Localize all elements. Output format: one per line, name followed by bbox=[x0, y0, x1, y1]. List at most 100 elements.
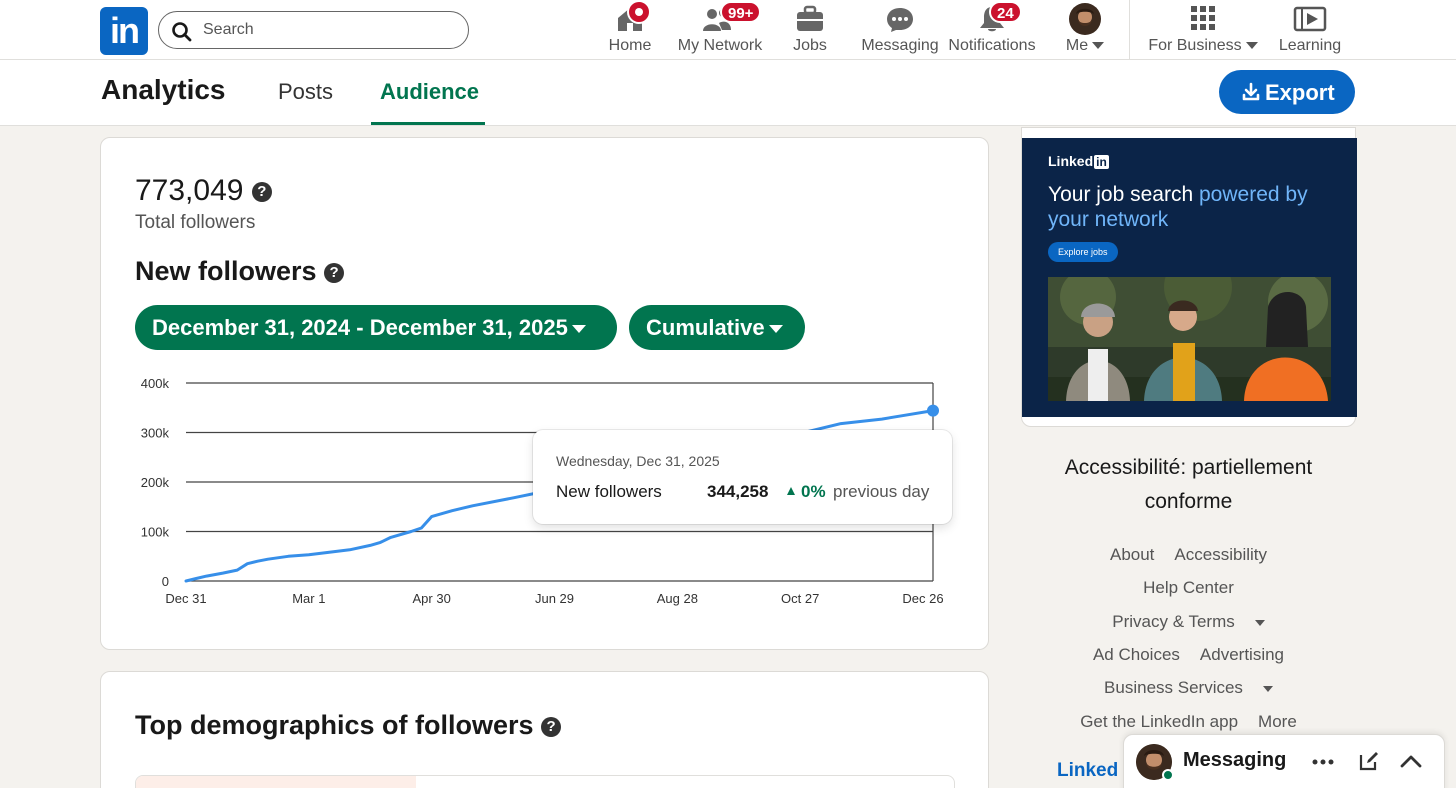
footer-link-ad-choices[interactable]: Ad Choices bbox=[1092, 645, 1180, 664]
nav-jobs[interactable]: Jobs bbox=[782, 0, 838, 60]
data-point bbox=[927, 404, 939, 417]
network-badge: 99+ bbox=[720, 1, 762, 23]
footer-link-more[interactable]: More bbox=[1258, 712, 1297, 731]
ad-headline-highlight: powered by your network bbox=[1048, 183, 1308, 231]
nav-notifications[interactable]: 24 Notifications bbox=[942, 0, 1042, 60]
footer-link-accessibility[interactable]: Accessibility bbox=[1174, 545, 1268, 564]
tooltip-series-label: New followers bbox=[556, 482, 662, 501]
nav-label: My Network bbox=[677, 37, 763, 54]
footer-link-privacy-terms[interactable]: Privacy & Terms bbox=[1102, 612, 1275, 631]
tooltip-value: 344,258 bbox=[707, 482, 769, 501]
x-tick-label: Mar 1 bbox=[292, 591, 325, 606]
demographics-card: Top demographics of followers ? bbox=[100, 671, 989, 788]
accessibility-statement[interactable]: Accessibilité: partiellement conforme bbox=[1064, 456, 1313, 513]
ad-linkedin-logo: Linked in bbox=[1048, 153, 1109, 169]
ad-brand-text: Linked bbox=[1048, 153, 1094, 169]
footer-row: Help Center bbox=[1021, 578, 1356, 598]
nav-label: Me bbox=[1055, 37, 1115, 55]
nav-label: Messaging bbox=[861, 37, 939, 54]
grid-icon bbox=[1191, 6, 1215, 30]
chevron-down-icon bbox=[1092, 42, 1105, 50]
footer-row: Ad Choices Advertising bbox=[1021, 645, 1356, 665]
export-label: Export bbox=[1265, 80, 1335, 105]
help-icon[interactable]: ? bbox=[541, 716, 562, 737]
footer-link-get-app[interactable]: Get the LinkedIn app bbox=[1080, 712, 1239, 731]
footer-row: About Accessibility bbox=[1021, 545, 1356, 565]
compose-icon[interactable] bbox=[1358, 750, 1380, 772]
footer-link-help-center[interactable]: Help Center bbox=[1143, 578, 1234, 597]
privacy-terms-label: Privacy & Terms bbox=[1112, 612, 1235, 631]
page-title: Analytics bbox=[101, 74, 226, 105]
demographics-selected-segment bbox=[136, 776, 416, 788]
chart-tooltip: Wednesday, Dec 31, 2025 New followers 34… bbox=[533, 430, 952, 524]
global-nav: in Home 99+ My Network Jobs Messaging 24… bbox=[0, 0, 1456, 60]
online-status-dot bbox=[1162, 769, 1174, 781]
total-followers-label: Total followers bbox=[135, 212, 256, 233]
cumulative-label: Cumulative bbox=[646, 314, 765, 340]
y-tick-label: 100k bbox=[141, 525, 170, 540]
more-icon[interactable] bbox=[1312, 759, 1334, 765]
download-icon bbox=[1242, 82, 1260, 101]
nav-label: For Business bbox=[1141, 37, 1265, 55]
demographics-heading: Top demographics of followers bbox=[135, 710, 534, 740]
date-range-dropdown[interactable]: December 31, 2024 - December 31, 2025 bbox=[135, 305, 617, 350]
explore-jobs-button[interactable]: Explore jobs bbox=[1048, 242, 1118, 262]
x-tick-label: Apr 30 bbox=[413, 591, 451, 606]
demographics-filter-bar[interactable] bbox=[135, 775, 955, 788]
search-box[interactable] bbox=[158, 11, 469, 49]
export-button[interactable]: Export bbox=[1219, 70, 1355, 114]
briefcase-icon bbox=[797, 5, 823, 31]
followers-card: 773,049 ? Total followers New followers … bbox=[100, 137, 989, 650]
followers-line-chart[interactable]: 400k 300k 200k 100k 0 Dec 31 Mar 1 Apr 30 Jun 29… bbox=[101, 138, 988, 649]
nav-my-network[interactable]: 99+ My Network bbox=[671, 0, 769, 60]
nav-messaging[interactable]: Messaging bbox=[855, 0, 945, 60]
x-tick-label: Jun 29 bbox=[535, 591, 574, 606]
messaging-overlay[interactable]: Messaging bbox=[1123, 734, 1445, 788]
nav-me[interactable]: Me bbox=[1055, 0, 1115, 60]
y-tick-label: 300k bbox=[141, 426, 170, 441]
chevron-down-icon bbox=[1245, 42, 1258, 50]
new-followers-title: New followers ? bbox=[135, 256, 345, 287]
chevron-up-icon[interactable] bbox=[1400, 754, 1422, 768]
nav-divider bbox=[1129, 0, 1130, 60]
help-icon[interactable]: ? bbox=[251, 182, 272, 203]
notification-dot-icon bbox=[627, 0, 651, 24]
for-business-label: For Business bbox=[1148, 37, 1242, 54]
cumulative-dropdown[interactable]: Cumulative bbox=[629, 305, 805, 350]
tooltip-change: 0% bbox=[801, 482, 826, 501]
total-followers-count: 773,049 ? bbox=[135, 174, 272, 208]
nav-label: Home bbox=[608, 37, 652, 54]
search-input[interactable] bbox=[203, 18, 453, 42]
date-range-label: December 31, 2024 - December 31, 2025 bbox=[152, 314, 568, 340]
tab-audience[interactable]: Audience bbox=[380, 79, 480, 104]
demographics-title: Top demographics of followers ? bbox=[135, 710, 562, 741]
nav-label: Notifications bbox=[948, 37, 1036, 54]
ad-card[interactable]: Linked in Your job search powered by your… bbox=[1021, 127, 1357, 427]
footer-link-about[interactable]: About bbox=[1109, 545, 1155, 564]
tooltip-date: Wednesday, Dec 31, 2025 bbox=[556, 453, 720, 469]
x-tick-label: Aug 28 bbox=[657, 591, 698, 606]
linkedin-logo[interactable]: in bbox=[100, 7, 148, 55]
y-tick-label: 200k bbox=[141, 475, 170, 490]
learning-icon bbox=[1293, 6, 1327, 32]
footer-link-advertising[interactable]: Advertising bbox=[1199, 645, 1285, 664]
nav-for-business[interactable]: For Business bbox=[1141, 0, 1265, 60]
tab-posts[interactable]: Posts bbox=[278, 79, 334, 104]
ad-brand-in: in bbox=[1094, 155, 1109, 169]
nav-learning[interactable]: Learning bbox=[1274, 0, 1346, 60]
job-search-ad[interactable]: Linked in Your job search powered by your… bbox=[1022, 138, 1357, 417]
nav-home[interactable]: Home bbox=[600, 0, 660, 60]
footer-link-business-services[interactable]: Business Services bbox=[1094, 678, 1283, 697]
ad-headline-plain: Your job search bbox=[1048, 183, 1199, 206]
nav-label: Jobs bbox=[793, 37, 827, 54]
footer-row: Business Services bbox=[1021, 678, 1356, 698]
y-tick-label: 400k bbox=[141, 376, 170, 391]
analytics-header: Analytics Posts Audience Export bbox=[0, 60, 1456, 126]
business-services-label: Business Services bbox=[1104, 678, 1243, 697]
footer-row: Privacy & Terms bbox=[1021, 612, 1356, 632]
avatar bbox=[1069, 3, 1101, 35]
help-icon[interactable]: ? bbox=[324, 262, 345, 283]
total-followers-value: 773,049 bbox=[135, 174, 244, 207]
chevron-down-icon bbox=[571, 324, 586, 333]
up-arrow-icon bbox=[787, 487, 795, 495]
